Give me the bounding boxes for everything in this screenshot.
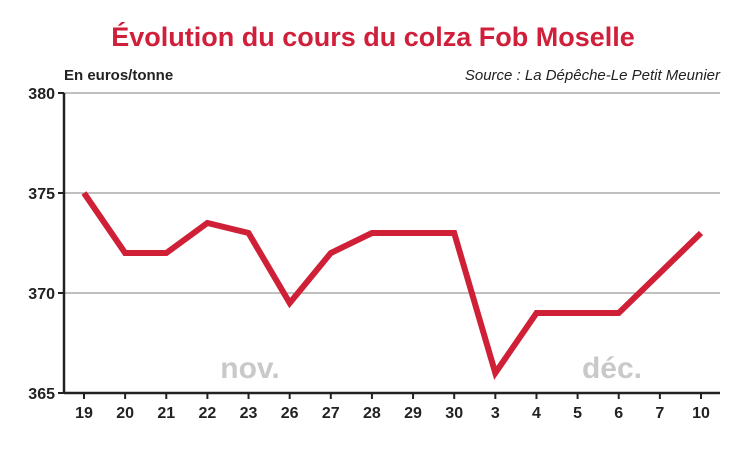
month-label-dc: déc. bbox=[582, 352, 642, 385]
x-tick-label-1: 20 bbox=[116, 405, 134, 422]
x-tick-label-6: 27 bbox=[322, 405, 340, 422]
x-tick-label-9: 30 bbox=[445, 405, 463, 422]
y-tick-label-370: 370 bbox=[28, 286, 55, 303]
y-tick-label-375: 375 bbox=[28, 186, 55, 203]
x-tick-labels: 19 20 21 22 23 26 27 28 29 30 3 4 5 6 7 10 bbox=[75, 405, 710, 422]
unit-label: En euros/tonne bbox=[64, 67, 173, 84]
x-tick-label-0: 19 bbox=[75, 405, 93, 422]
y-tick-label-365: 365 bbox=[28, 386, 55, 403]
x-tick-label-5: 26 bbox=[281, 405, 299, 422]
x-tick-label-10: 3 bbox=[491, 405, 500, 422]
x-tick-label-4: 23 bbox=[240, 405, 258, 422]
source-label: Source : La Dépêche-Le Petit Meunier bbox=[465, 67, 721, 84]
x-tick-label-12: 5 bbox=[573, 405, 582, 422]
x-tick-label-15: 10 bbox=[692, 405, 710, 422]
grid-lines bbox=[64, 92, 720, 294]
x-tick-label-13: 6 bbox=[614, 405, 623, 422]
axes bbox=[58, 92, 720, 399]
x-tick-label-3: 22 bbox=[199, 405, 217, 422]
x-tick-label-8: 29 bbox=[404, 405, 422, 422]
x-tick-label-14: 7 bbox=[655, 405, 664, 422]
month-label-nov: nov. bbox=[220, 352, 279, 385]
x-tick-label-7: 28 bbox=[363, 405, 381, 422]
series-line-0 bbox=[81, 191, 704, 380]
chart-title: Évolution du cours du colza Fob Moselle bbox=[111, 21, 635, 52]
series-layer bbox=[81, 191, 704, 380]
month-labels: nov. déc. bbox=[220, 352, 642, 385]
y-tick-labels: 365 370 375 380 bbox=[28, 86, 55, 403]
y-tick-label-380: 380 bbox=[28, 86, 55, 103]
x-tick-label-11: 4 bbox=[532, 405, 541, 422]
x-tick-label-2: 21 bbox=[157, 405, 175, 422]
